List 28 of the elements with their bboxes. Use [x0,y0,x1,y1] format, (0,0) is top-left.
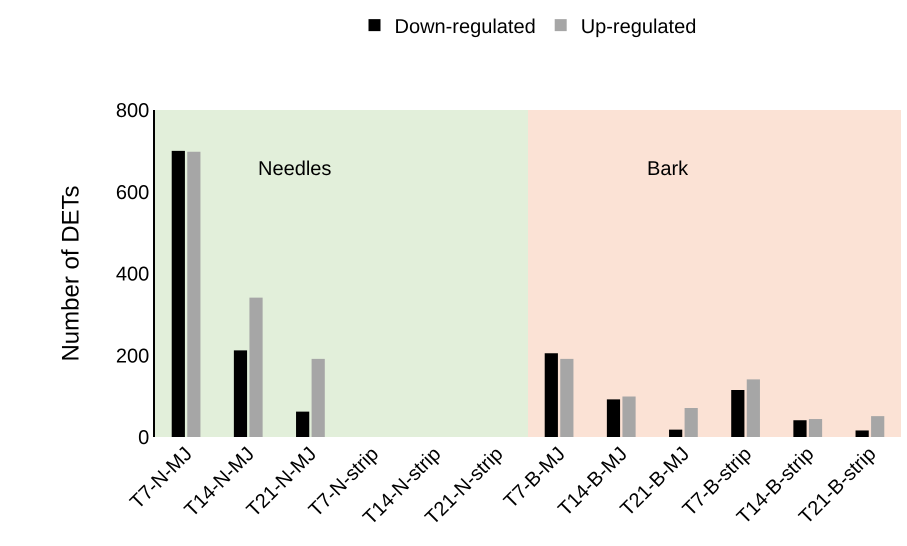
bar [172,150,185,437]
bar [622,396,636,437]
bar [808,419,822,437]
bar [793,420,807,437]
bar [746,379,760,437]
legend-label: Down-regulated [394,16,536,38]
bar [544,353,558,437]
band-label: Needles [258,158,332,180]
bar [312,358,325,437]
bar [731,390,744,437]
bar [606,399,620,437]
bar [187,152,200,437]
y-tick-label: 200 [116,345,150,368]
y-tick-label: 0 [138,427,150,449]
y-tick-label: 400 [116,264,150,286]
y-tick-label: 800 [116,100,150,122]
y-tick-label: 600 [116,182,150,204]
bar [560,358,574,437]
y-axis-title: Number of DETs [57,185,84,362]
bar [871,416,884,437]
bar [296,412,310,437]
band-label: Bark [647,158,690,180]
bar [234,350,248,437]
legend-label: Up-regulated [580,16,696,38]
bar [669,430,682,437]
bar [249,298,263,437]
bar [684,408,698,437]
bar [856,430,869,437]
